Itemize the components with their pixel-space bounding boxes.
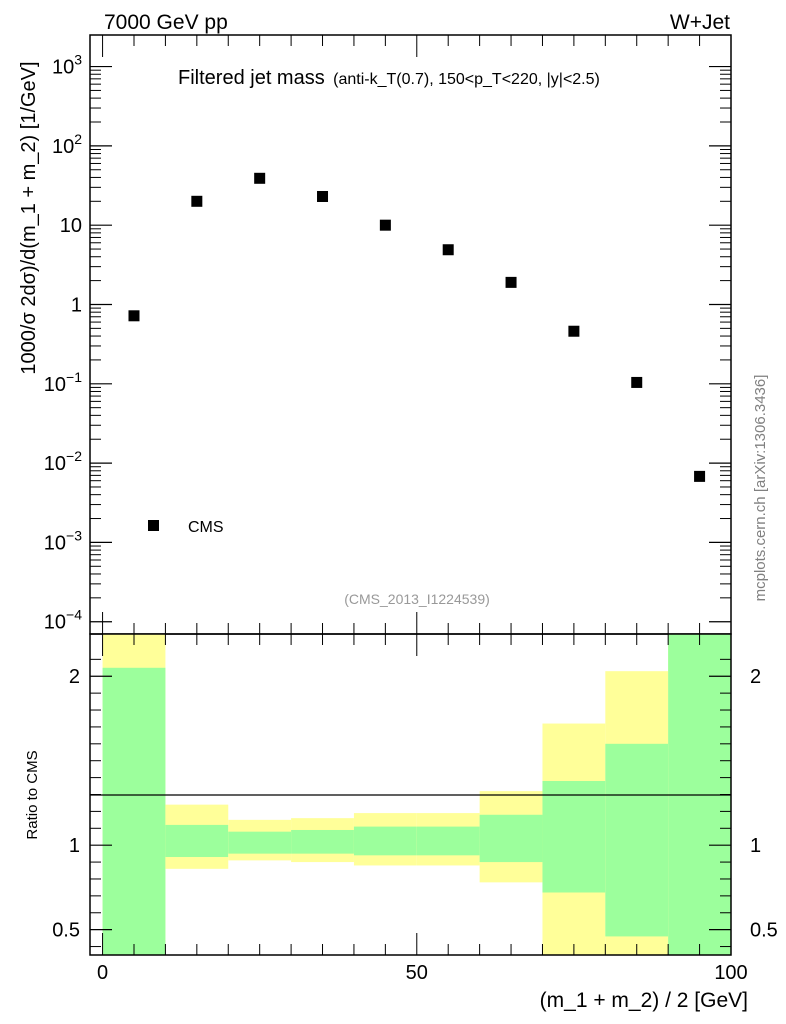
- chart-title-sub: (anti-k_T(0.7), 150<p_T<220, |y|<2.5): [333, 71, 600, 88]
- data-point-6: [505, 276, 517, 288]
- main-y-tick-label: 10: [60, 215, 82, 237]
- ratio-y-tick-label: 0.5: [52, 920, 80, 942]
- ratio-y-tick-label-right: 1: [750, 835, 761, 857]
- ratio-band-inner-3: [291, 829, 354, 854]
- header-left-label: 7000 GeV pp: [104, 11, 228, 34]
- data-point-9: [694, 470, 706, 482]
- data-point-0: [128, 310, 140, 322]
- ratio-band-inner-6: [479, 814, 543, 863]
- ratio-band-inner-8: [605, 743, 669, 937]
- ratio-band-inner-0: [102, 667, 166, 955]
- ratio-band-inner-1: [165, 824, 229, 858]
- main-x-ticks: [102, 35, 732, 634]
- x-tick-label: 100: [714, 962, 747, 984]
- header-right-label: W+Jet: [670, 11, 730, 34]
- main-frame: [89, 34, 732, 635]
- analysis-id-label: (CMS_2013_I1224539): [344, 591, 490, 607]
- main-y-tick-label: 102: [52, 131, 82, 158]
- ratio-band-inner-7: [542, 780, 606, 893]
- ratio-panel: 0 50 1000.5 0.51 12 2 Ratio to CMS (m_1 + m_2…: [24, 633, 778, 1012]
- legend: CMS: [148, 519, 224, 536]
- ratio-y-tick-label-right: 0.5: [750, 920, 778, 942]
- main-y-tick-label: 1: [71, 294, 82, 316]
- x-tick-label: 0: [97, 962, 108, 984]
- x-tick-label: 50: [406, 962, 428, 984]
- main-panel: 10−4 10−3 10−2 10−1 1 10 102 103 Filtered jet m…: [18, 34, 732, 635]
- ratio-ticks: 0 50 1000.5 0.51 12 2: [52, 634, 778, 984]
- main-y-tick-label: 103: [52, 52, 82, 79]
- data-point-3: [317, 190, 329, 202]
- main-y-tick-label: 10−4: [44, 607, 82, 634]
- chart-title-main: Filtered jet mass: [178, 67, 325, 89]
- data-points: [128, 172, 706, 482]
- data-point-8: [631, 376, 643, 388]
- main-y-tick-label: 10−3: [44, 527, 82, 554]
- ratio-band-inner-4: [353, 826, 417, 856]
- x-axis-label: (m_1 + m_2) / 2 [GeV]: [540, 989, 748, 1012]
- data-point-7: [568, 325, 580, 337]
- main-y-axis-label: 1000/σ 2dσ)/d(m_1 + m_2) [1/GeV]: [18, 61, 40, 374]
- ratio-y-tick-label: 2: [69, 666, 80, 688]
- legend-label: CMS: [188, 519, 224, 536]
- ratio-y-tick-label-right: 2: [750, 666, 761, 688]
- data-point-5: [442, 244, 454, 256]
- main-y-ticks: 10−4 10−3 10−2 10−1 1 10 102 103: [44, 52, 731, 634]
- data-point-2: [254, 172, 266, 184]
- ratio-y-tick-label: 1: [69, 835, 80, 857]
- data-point-4: [379, 219, 391, 231]
- ratio-bands: [102, 634, 731, 955]
- ratio-band-inner-2: [228, 831, 292, 854]
- chart-title: Filtered jet mass (anti-k_T(0.7), 150<p_…: [178, 67, 600, 89]
- ratio-band-inner-5: [416, 826, 480, 856]
- side-watermark: mcplots.cern.ch [arXiv:1306.3436]: [752, 375, 769, 602]
- main-y-tick-label: 10−1: [44, 369, 82, 396]
- data-point-1: [191, 195, 203, 207]
- ratio-y-axis-label: Ratio to CMS: [24, 750, 41, 839]
- main-y-tick-label: 10−2: [44, 448, 82, 475]
- ratio-frame: [89, 633, 732, 956]
- legend-marker: [148, 520, 159, 531]
